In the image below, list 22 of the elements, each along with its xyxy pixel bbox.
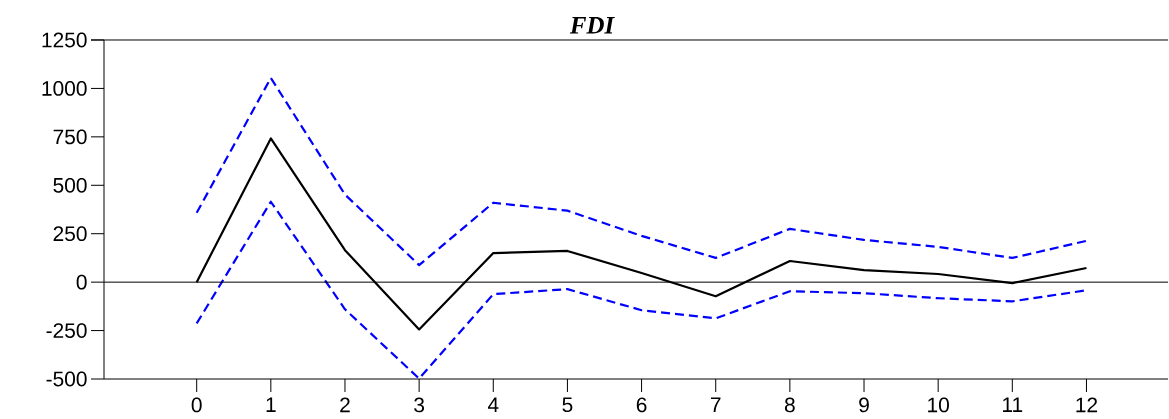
x-tick-label: 1 [266, 397, 276, 412]
y-tick-label: 1000 [42, 81, 87, 96]
y-tick-label: 1250 [42, 32, 87, 48]
chart-title: FDI [569, 17, 615, 34]
y-tick-label: -250 [46, 323, 87, 338]
y-tick-label: 500 [53, 177, 87, 193]
x-tick-label: 2 [340, 397, 350, 413]
x-tick-label: 12 [1076, 397, 1098, 413]
y-tick-label: 750 [53, 129, 87, 145]
x-tick-label: 7 [710, 397, 721, 412]
y-tick-label: -500 [46, 371, 87, 387]
x-tick-label: 4 [487, 397, 499, 412]
y-tick-label: 250 [53, 226, 87, 242]
x-tick-label: 5 [562, 397, 573, 413]
x-tick-label: 8 [784, 397, 795, 413]
x-tick-label: 11 [1003, 397, 1023, 412]
y-tick-label: 0 [76, 274, 87, 290]
x-tick-label: 10 [928, 397, 949, 413]
x-tick-label: 0 [191, 397, 202, 413]
x-tick-label: 6 [636, 397, 647, 413]
x-tick-label: 3 [414, 397, 425, 413]
x-tick-label: 9 [859, 397, 869, 413]
